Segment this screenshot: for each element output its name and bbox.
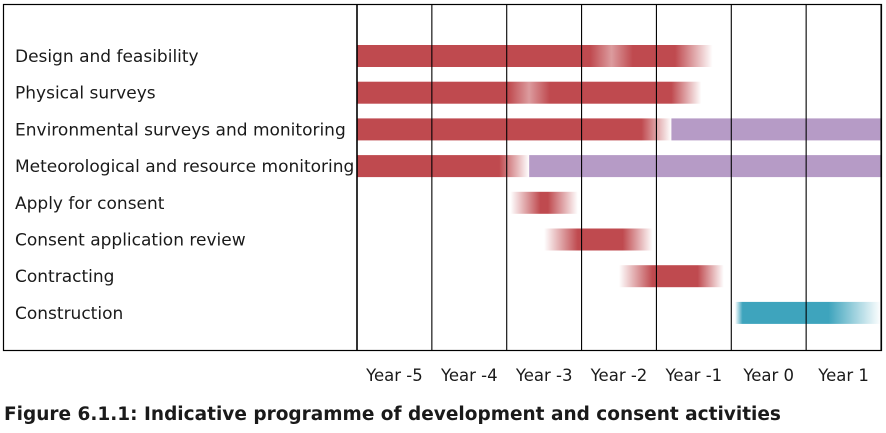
x-axis-tick-labels: Year -5 Year -4 Year -3 Year -2 Year -1 Year … — [365, 366, 869, 385]
bar-construction-0 — [735, 301, 881, 324]
x-tick-label: Year -5 — [365, 366, 423, 385]
bar-consent-application-review-0 — [544, 228, 653, 251]
bar-environmental-surveys-and-monitoring-0 — [357, 118, 672, 141]
x-tick-label: Year -2 — [590, 366, 648, 385]
bar-environmental-surveys-and-monitoring-1 — [671, 118, 881, 141]
x-tick-label: Year -4 — [440, 366, 498, 385]
task-label: Design and feasibility — [15, 47, 199, 67]
task-label: Physical surveys — [15, 84, 156, 104]
bar-physical-surveys-0 — [357, 81, 702, 104]
task-label: Apply for consent — [15, 194, 165, 214]
x-tick-label: Year -3 — [515, 366, 573, 385]
task-label: Environmental surveys and monitoring — [15, 120, 346, 140]
task-label: Consent application review — [15, 231, 246, 251]
task-label: Contracting — [15, 267, 114, 287]
figure-caption: Figure 6.1.1: Indicative programme of de… — [4, 404, 781, 425]
bar-meteorological-and-resource-monitoring-1 — [529, 155, 881, 178]
grid-layer — [356, 5, 882, 350]
task-label: Construction — [15, 304, 123, 324]
bar-apply-for-consent-0 — [510, 191, 578, 214]
bars-layer — [357, 45, 881, 324]
task-labels: Design and feasibility Physical surveys En… — [15, 47, 354, 324]
x-tick-label: Year -1 — [665, 366, 723, 385]
gantt-chart: Design and feasibility Physical surveys En… — [2, 3, 883, 385]
bar-design-and-feasibility-0 — [357, 45, 713, 67]
x-tick-label: Year 0 — [742, 366, 794, 385]
bar-contracting-0 — [619, 265, 724, 288]
bar-meteorological-and-resource-monitoring-0 — [357, 155, 530, 178]
task-label: Meteorological and resource monitoring — [15, 157, 354, 177]
x-tick-label: Year 1 — [817, 366, 869, 385]
